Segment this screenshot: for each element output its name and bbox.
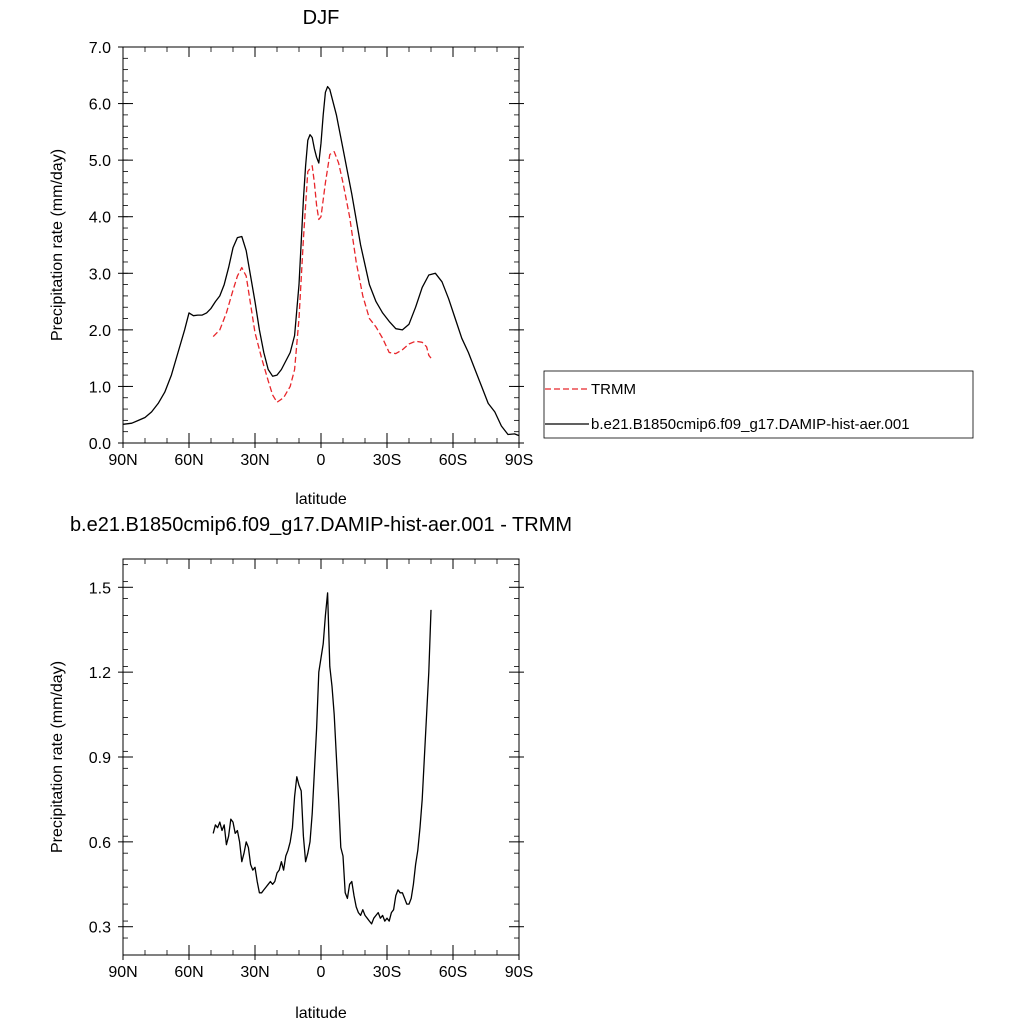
x-tick-label: 60N <box>174 964 203 981</box>
djf-series-line-0 <box>212 151 432 403</box>
djf-chart-title: DJF <box>303 7 340 29</box>
difference-axis-ticks: 90N 60N 30N 0 30S 60S 90S 0.3 0.6 0.9 1.2 1.5 <box>89 559 533 981</box>
djf-plot-frame <box>122 46 520 444</box>
y-tick-label: 4.0 <box>89 210 111 227</box>
x-tick-label: 90N <box>108 964 137 981</box>
x-tick-label: 30S <box>373 964 401 981</box>
y-tick-label: 5.0 <box>89 153 111 170</box>
difference-series-group <box>212 592 432 925</box>
legend-label-trmm: TRMM <box>591 381 636 398</box>
djf-legend: TRMM b.e21.B1850cmip6.f09_g17.DAMIP-hist… <box>543 370 974 439</box>
djf-series-group <box>122 85 520 437</box>
x-tick-label: 60N <box>174 452 203 469</box>
difference-xaxis-label: latitude <box>295 1005 347 1022</box>
djf-panel: DJF 90N 60N 30N 0 30S 60S 90S 0.0 1.0 2.0 3.0 4.0 5.… <box>49 7 974 508</box>
y-tick-label: 7.0 <box>89 40 111 57</box>
x-tick-label: 30N <box>240 964 269 981</box>
djf-yaxis-label: Precipitation rate (mm/day) <box>49 149 66 341</box>
y-tick-label: 0.3 <box>89 920 111 937</box>
x-tick-label: 90S <box>505 964 533 981</box>
djf-xaxis-label: latitude <box>295 491 347 508</box>
djf-series-line-1 <box>122 85 520 437</box>
difference-plot-frame <box>122 558 520 956</box>
x-tick-label: 90S <box>505 452 533 469</box>
y-tick-label: 3.0 <box>89 266 111 283</box>
y-tick-label: 6.0 <box>89 97 111 114</box>
x-tick-label: 90N <box>108 452 137 469</box>
y-tick-label: 1.5 <box>89 580 111 597</box>
legend-label-model: b.e21.B1850cmip6.f09_g17.DAMIP-hist-aer.… <box>591 416 910 433</box>
y-tick-label: 1.2 <box>89 665 111 682</box>
difference-series-line-0 <box>212 592 432 925</box>
x-tick-label: 0 <box>317 452 326 469</box>
y-tick-label: 1.0 <box>89 379 111 396</box>
x-tick-label: 60S <box>439 964 467 981</box>
djf-axis-ticks: 90N 60N 30N 0 30S 60S 90S 0.0 1.0 2.0 3.0 4.0 5.0 6.0… <box>89 40 533 469</box>
x-tick-label: 0 <box>317 964 326 981</box>
x-tick-label: 30S <box>373 452 401 469</box>
y-tick-label: 2.0 <box>89 323 111 340</box>
difference-yaxis-label: Precipitation rate (mm/day) <box>49 661 66 853</box>
y-tick-label: 0.0 <box>89 436 111 453</box>
legend-box <box>543 370 974 439</box>
x-tick-label: 30N <box>240 452 269 469</box>
x-tick-label: 60S <box>439 452 467 469</box>
y-tick-label: 0.6 <box>89 835 111 852</box>
difference-chart-title: b.e21.B1850cmip6.f09_g17.DAMIP-hist-aer.… <box>70 514 572 536</box>
difference-panel: b.e21.B1850cmip6.f09_g17.DAMIP-hist-aer.… <box>49 514 572 1022</box>
y-tick-label: 0.9 <box>89 750 111 767</box>
